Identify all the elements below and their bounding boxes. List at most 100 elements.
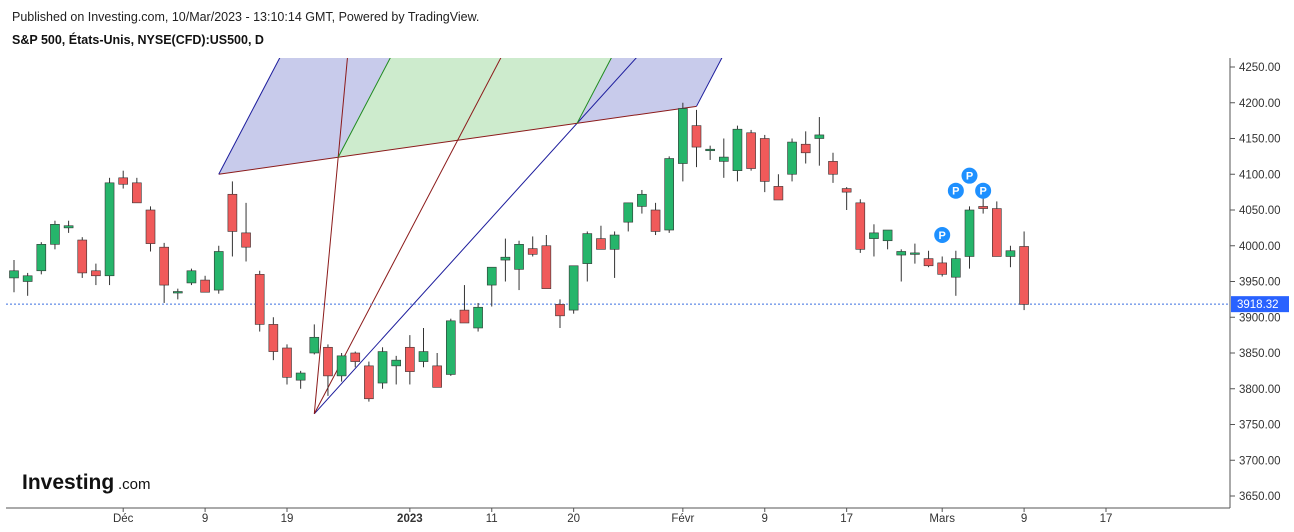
candle[interactable] [77,237,88,278]
fork-lower-line[interactable] [696,0,1294,107]
candle-body [1019,246,1029,305]
candle[interactable] [295,370,306,389]
candle-body [541,245,552,289]
candle[interactable] [473,302,483,332]
candle[interactable] [486,266,497,307]
candle[interactable] [582,231,593,282]
candle[interactable] [104,177,115,286]
candle[interactable] [937,256,948,277]
candle[interactable] [445,318,456,376]
candle[interactable] [964,206,975,269]
candle[interactable] [869,224,879,257]
candle-body [582,233,593,264]
candle[interactable] [541,235,552,289]
candle[interactable] [9,260,19,293]
candle[interactable] [364,361,374,402]
candle[interactable] [377,347,388,389]
candle[interactable] [391,355,402,385]
candle[interactable] [678,102,688,182]
pivot-marker[interactable]: P [975,182,992,199]
candle[interactable] [418,327,429,368]
candle[interactable] [145,206,156,252]
candle[interactable] [637,189,647,214]
candle[interactable] [1019,231,1029,311]
candle[interactable] [22,272,33,296]
candle[interactable] [596,225,606,250]
candle[interactable] [773,174,784,201]
candle-body [186,270,197,284]
candle[interactable] [159,242,169,303]
candle[interactable] [432,353,442,388]
candle[interactable] [841,187,852,210]
candle[interactable] [1005,245,1016,268]
candle[interactable] [705,145,715,160]
candle[interactable] [118,170,128,189]
candle[interactable] [732,125,743,182]
candle[interactable] [254,270,265,332]
candle[interactable] [991,201,1002,257]
candle[interactable] [213,245,224,294]
candle[interactable] [336,353,347,382]
candle[interactable] [63,220,74,233]
fork-inner-upper-handle[interactable] [313,0,505,414]
candle[interactable] [787,138,797,182]
candle[interactable] [91,263,101,286]
x-axis: Déc 9 19 2023 11 20 Févr 9 17 Mars 9 17 [113,508,1112,525]
candle[interactable] [527,236,538,257]
y-tick-label: 3750.00 [1239,420,1281,432]
candle[interactable] [828,152,838,183]
candle[interactable] [186,268,197,286]
pivot-marker-circle [947,182,964,199]
candle[interactable] [882,229,893,250]
x-tick-label: 17 [840,513,853,525]
candle[interactable] [814,117,825,166]
candle[interactable] [718,138,729,178]
pivot-marker[interactable]: P [934,227,951,244]
candle[interactable] [609,231,620,278]
candle[interactable] [241,202,251,262]
candle-body [759,138,770,182]
candle[interactable] [650,202,661,236]
candle-body [377,351,388,384]
pivot-marker[interactable]: P [961,167,978,184]
candle[interactable] [132,177,142,204]
candle-body [200,279,210,293]
candle[interactable] [691,109,702,168]
candle[interactable] [36,242,47,275]
candle[interactable] [568,265,579,314]
fork-middle-zone [338,58,612,158]
candle[interactable] [405,335,415,385]
candle[interactable] [268,317,279,361]
candle[interactable] [664,156,675,233]
candle[interactable] [323,344,333,396]
candle[interactable] [800,131,811,164]
candle[interactable] [910,243,920,264]
candle-body [227,193,238,232]
candle[interactable] [746,129,756,171]
candle[interactable] [50,220,60,250]
candle[interactable] [896,249,907,282]
candle[interactable] [759,134,770,193]
symbol-title: S&P 500, États-Unis, NYSE(CFD):US500, D [12,33,264,47]
candle[interactable] [227,181,238,257]
candle-body [254,274,265,325]
candle[interactable] [200,275,210,293]
candle[interactable] [855,199,866,253]
candle-body [9,270,19,279]
candle-body [609,234,620,250]
candle[interactable] [623,202,634,232]
candle[interactable] [500,238,511,282]
candle-body [773,186,784,201]
candle[interactable] [350,351,361,368]
x-tick-label: Déc [113,513,134,525]
pivot-marker[interactable]: P [947,182,964,199]
candle[interactable] [951,250,961,296]
candle[interactable] [459,285,470,324]
candle[interactable] [555,299,565,328]
candle[interactable] [514,240,524,291]
candle[interactable] [282,344,292,385]
candle[interactable] [309,324,320,355]
candle[interactable] [173,288,183,300]
candle[interactable] [923,250,934,268]
